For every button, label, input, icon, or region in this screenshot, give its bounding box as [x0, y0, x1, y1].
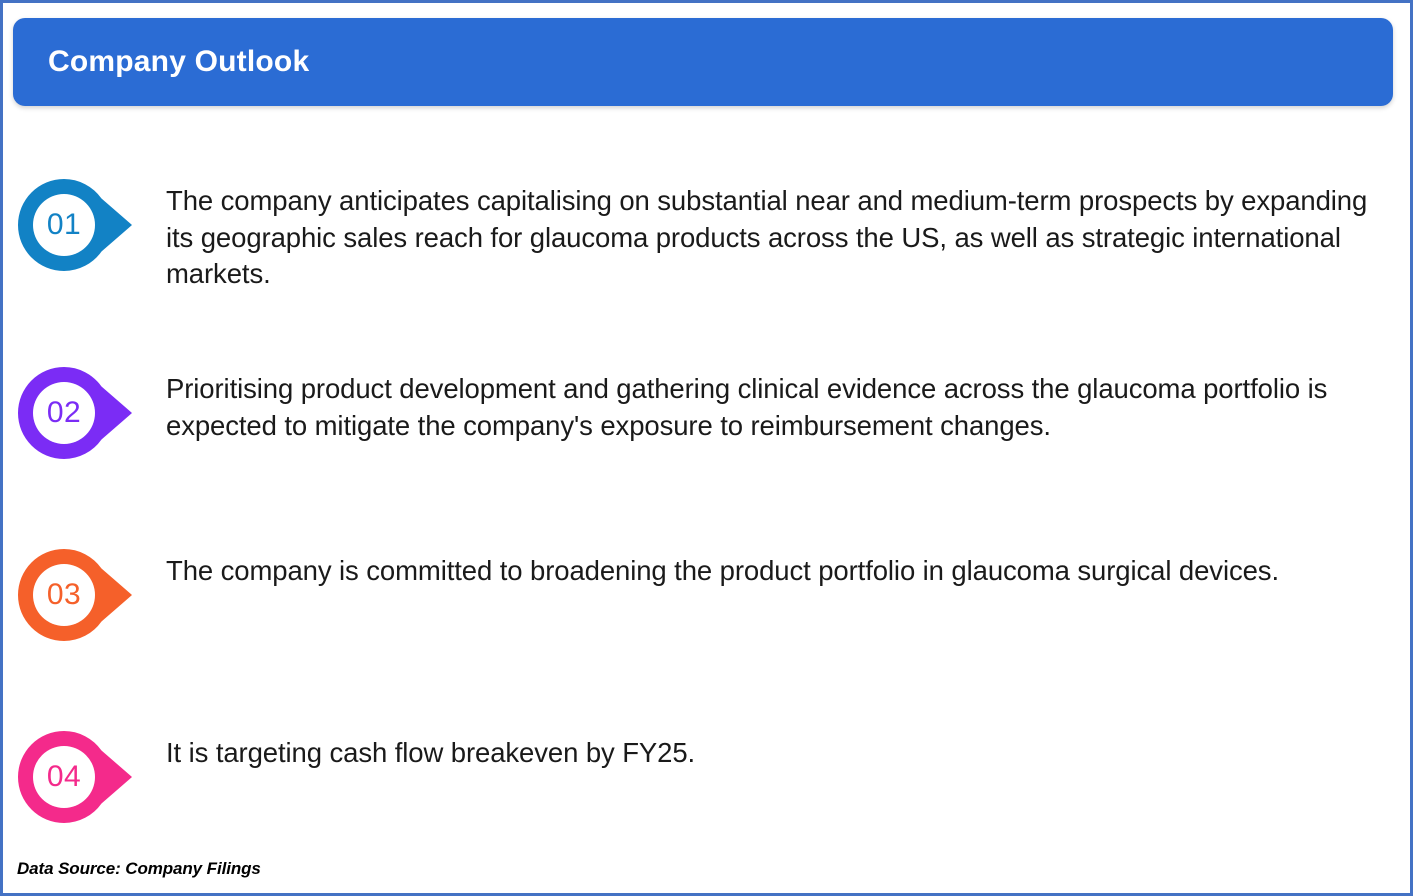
teardrop-pin-icon: 01 — [8, 177, 138, 273]
list-item: 04 It is targeting cash flow breakeven b… — [3, 673, 1410, 833]
pin-inner-circle-3 — [33, 564, 95, 626]
teardrop-pin-icon: 04 — [8, 729, 138, 825]
data-source-label: Data Source: Company Filings — [17, 859, 261, 878]
list-item-text: Prioritising product development and gat… — [166, 373, 1328, 441]
list-item: 01 The company anticipates capitalising … — [3, 133, 1410, 313]
list-item: 02 Prioritising product development and … — [3, 313, 1410, 493]
pin-inner-circle-2 — [33, 382, 95, 444]
list-item-text: It is targeting cash flow breakeven by F… — [166, 737, 696, 768]
header-bar: Company Outlook — [13, 18, 1393, 106]
outlook-list: 01 The company anticipates capitalising … — [3, 133, 1410, 833]
page-title: Company Outlook — [48, 45, 310, 78]
list-item-text: The company is committed to broadening t… — [166, 555, 1279, 586]
pin-inner-circle-4 — [33, 746, 95, 808]
teardrop-pin-icon: 02 — [8, 365, 138, 461]
pin-inner-circle-1 — [33, 194, 95, 256]
list-item-text: The company anticipates capitalising on … — [166, 185, 1368, 290]
list-item: 03 The company is committed to broadenin… — [3, 493, 1410, 673]
teardrop-pin-icon: 03 — [8, 547, 138, 643]
